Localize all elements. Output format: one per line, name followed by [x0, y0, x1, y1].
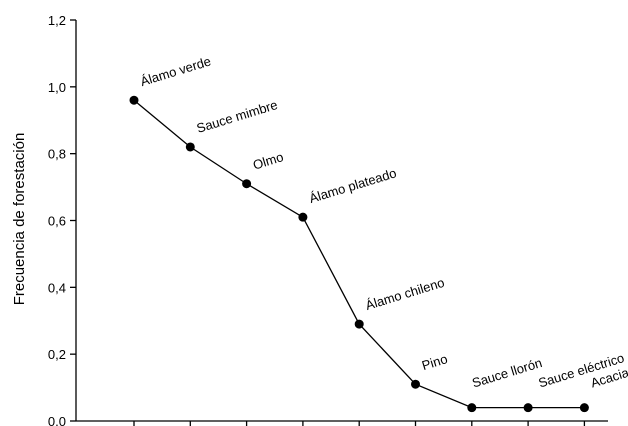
data-point [298, 212, 308, 222]
y-tick-label: 0,8 [48, 147, 66, 162]
data-label: Álamo verde [138, 53, 212, 89]
data-label: Álamo chileno [364, 275, 446, 313]
y-tick-label: 0,6 [48, 214, 66, 229]
data-label: Pino [420, 351, 449, 373]
y-axis: 0,0 0,2 0,4 0,6 0,8 1,0 1,2 [48, 13, 77, 426]
y-tick-label: 1,0 [48, 80, 66, 95]
data-markers [129, 95, 589, 413]
y-tick-label: 0,2 [48, 347, 66, 362]
data-point [579, 403, 589, 413]
data-point [467, 403, 477, 413]
data-point [411, 379, 420, 389]
data-point [354, 319, 364, 329]
data-point [185, 142, 195, 152]
data-label: Sauce mimbre [195, 97, 280, 136]
y-tick-label: 1,2 [48, 13, 66, 28]
y-axis-title: Frecuencia de forestación [11, 133, 28, 306]
data-point [129, 95, 139, 105]
y-tick-label: 0,4 [48, 280, 66, 295]
x-axis [76, 420, 608, 426]
data-labels: Álamo verde Sauce mimbre Olmo Álamo platead… [138, 53, 628, 390]
data-label: Álamo plateado [307, 165, 398, 206]
y-tick-label: 0,0 [48, 414, 66, 426]
data-label: Olmo [251, 149, 285, 172]
data-point [242, 179, 252, 189]
data-point [523, 403, 533, 413]
data-label: Sauce llorón [470, 355, 544, 390]
